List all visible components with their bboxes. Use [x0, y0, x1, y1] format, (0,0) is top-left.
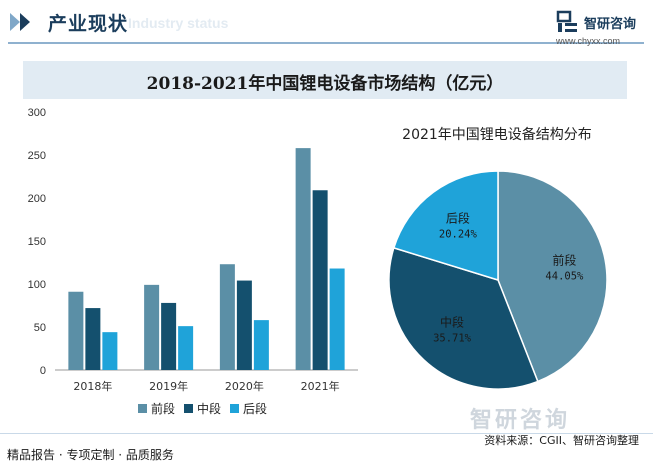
pie-label: 前段	[552, 252, 576, 267]
pie-value-label: 44.05%	[545, 270, 584, 282]
bar-后段	[253, 320, 269, 370]
bar-中段	[161, 302, 177, 370]
header-ghost-text: Industry status	[128, 15, 229, 31]
y-tick-label: 250	[28, 150, 46, 162]
watermark-text: 智研咨询	[470, 408, 571, 433]
pie-value-label: 20.24%	[439, 229, 478, 241]
legend-swatch	[184, 404, 193, 413]
x-tick-label: 2020年	[225, 379, 264, 393]
bar-前段	[144, 284, 160, 370]
bar-前段	[68, 291, 84, 370]
x-tick-label: 2019年	[149, 379, 188, 393]
legend-swatch	[138, 404, 147, 413]
pie-slice-前段	[497, 170, 608, 383]
y-tick-label: 200	[28, 193, 46, 205]
pie-title: 2021年中国锂电设备结构分布	[402, 126, 592, 143]
bar-中段	[236, 280, 252, 370]
brand-name: 智研咨询	[584, 17, 637, 32]
bar-后段	[102, 332, 118, 370]
y-tick-label: 150	[28, 236, 46, 248]
pie-label: 后段	[446, 211, 470, 226]
y-tick-label: 50	[34, 322, 46, 334]
bar-后段	[329, 268, 345, 370]
x-tick-label: 2021年	[301, 379, 340, 393]
y-tick-label: 0	[40, 365, 46, 377]
y-tick-label: 300	[28, 107, 46, 119]
legend-label: 中段	[197, 401, 221, 416]
brand-url: www.chyxx.com	[556, 36, 621, 46]
legend-label: 前段	[151, 401, 175, 416]
page-title: 产业现状	[48, 13, 129, 35]
header-divider	[8, 42, 644, 44]
brand-logo-icon	[556, 10, 577, 32]
bar-前段	[219, 264, 235, 370]
x-tick-label: 2018年	[73, 379, 112, 393]
y-tick-label: 100	[28, 279, 46, 291]
pie-slice-后段	[392, 170, 499, 282]
bar-中段	[312, 190, 328, 370]
footer-source: 资料来源：CGII、智研咨询整理	[484, 434, 639, 447]
footer-bar	[0, 433, 653, 467]
bar-中段	[85, 308, 101, 370]
legend-swatch	[230, 404, 239, 413]
pie-slice-中段	[388, 246, 539, 390]
bar-前段	[295, 148, 311, 370]
pie-value-label: 35.71%	[433, 333, 472, 345]
main-title: 2018-2021年中国锂电设备市场结构（亿元）	[146, 74, 504, 94]
bar-后段	[178, 326, 194, 370]
chart-title-banner: 2018-2021年中国锂电设备市场结构（亿元）	[23, 61, 627, 99]
legend-label: 后段	[243, 401, 267, 416]
header-arrow-icon	[10, 13, 30, 31]
footer-slogan: 精品报告 · 专项定制 · 品质服务	[7, 448, 174, 462]
pie-label: 中段	[440, 315, 464, 330]
